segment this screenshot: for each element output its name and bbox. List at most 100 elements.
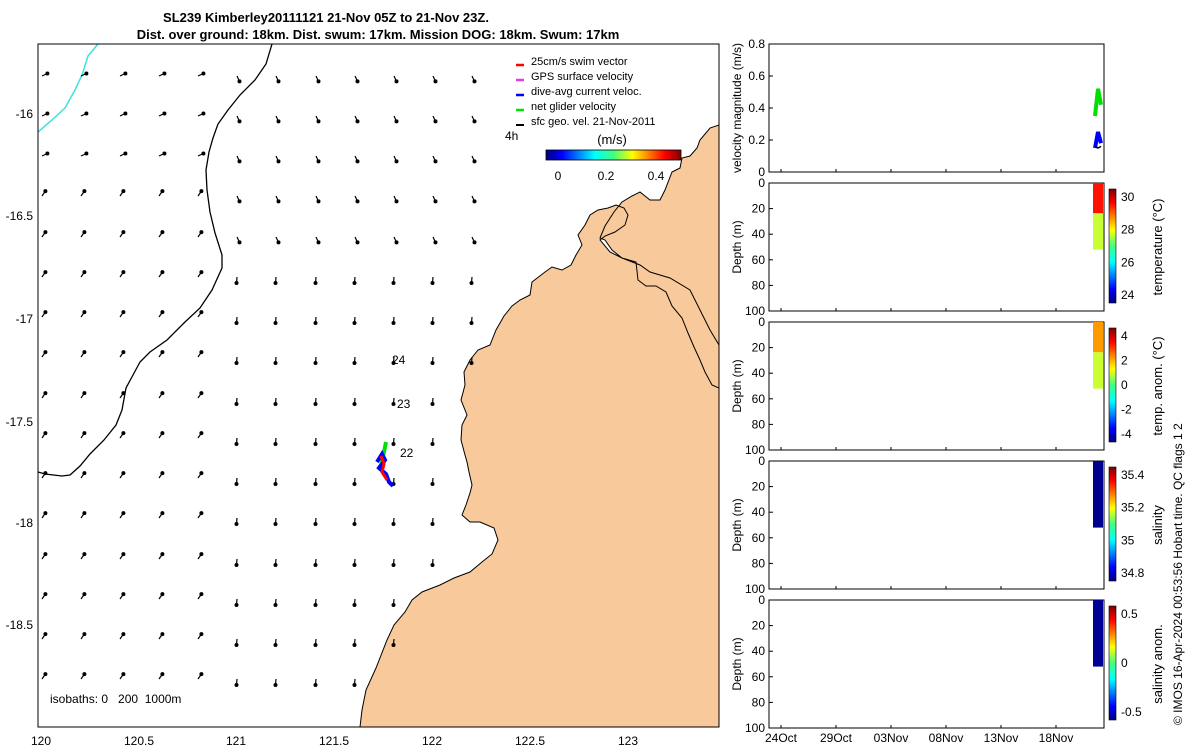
surface-velocity-arrowhead <box>82 632 87 637</box>
surface-velocity-arrowhead <box>352 602 357 607</box>
surface-velocity-arrowhead <box>273 442 278 447</box>
map-y-ticks: -16 -16.5 -17 -17.5 -18 -18.5 <box>6 107 34 632</box>
panel-y-tick: 20 <box>752 619 766 633</box>
surface-velocity-arrowhead <box>82 391 87 396</box>
surface-velocity-arrowhead <box>43 511 48 516</box>
surface-velocity-arrowhead <box>394 240 399 245</box>
panel-colorbar-tick: 30 <box>1121 190 1135 204</box>
panel-y-tick: 20 <box>752 202 766 216</box>
panel-y-label: Depth (m) <box>730 220 744 273</box>
panel-y-tick: 0 <box>758 315 765 329</box>
surface-velocity-arrowhead <box>316 240 321 245</box>
surface-velocity-arrowhead <box>355 79 360 84</box>
surface-velocity-arrowhead <box>472 240 477 245</box>
map-x-tick: 120 <box>31 734 51 748</box>
surface-velocity-arrowhead <box>433 159 438 164</box>
dive-avg-current-mark <box>375 449 395 488</box>
surface-velocity-arrowhead <box>237 119 242 124</box>
panel-y-tick: 0.6 <box>748 69 765 83</box>
surface-velocity-arrowhead <box>352 562 357 567</box>
surface-velocity-arrowhead <box>430 521 435 526</box>
surface-velocity-arrowhead <box>352 321 357 326</box>
panel-colorbar-label: temperature (°C) <box>1150 199 1165 296</box>
surface-velocity-arrowhead <box>313 361 318 366</box>
panel-colorbar-tick: -4 <box>1121 427 1132 441</box>
panel-y-label: Depth (m) <box>730 359 744 412</box>
heatmap-column-upper-0 <box>1093 183 1103 214</box>
surface-velocity-arrowhead <box>199 350 204 355</box>
surface-velocity-arrowhead <box>199 431 204 436</box>
panel-colorbar-tick: 28 <box>1121 223 1135 237</box>
surface-velocity-arrowhead <box>234 642 239 647</box>
surface-velocity-arrowhead <box>352 482 357 487</box>
surface-velocity-arrowhead <box>121 632 126 637</box>
map-y-tick: -18 <box>16 516 34 530</box>
legend-label-dive: dive-avg current veloc. <box>531 86 642 98</box>
surface-velocity-arrowhead <box>391 361 396 366</box>
legend-label-swim: 25cm/s swim vector <box>531 56 628 68</box>
surface-velocity-arrowhead <box>43 189 48 194</box>
surface-velocity-arrowhead <box>472 159 477 164</box>
panel-colorbar-label: salinity anom. <box>1150 624 1165 703</box>
surface-velocity-arrowhead <box>121 672 126 677</box>
surface-velocity-arrowhead <box>43 592 48 597</box>
surface-velocity-arrowhead <box>352 361 357 366</box>
surface-velocity-arrowhead <box>121 230 126 235</box>
surface-velocity-arrowhead <box>234 321 239 326</box>
surface-velocity-arrowhead <box>199 230 204 235</box>
map-y-tick: -17 <box>16 312 34 326</box>
surface-velocity-arrowhead <box>45 111 50 116</box>
surface-velocity-arrowhead <box>391 642 396 647</box>
surface-velocity-arrowhead <box>199 391 204 396</box>
surface-velocity-arrowhead <box>160 552 165 557</box>
surface-velocity-arrowhead <box>82 310 87 315</box>
surface-velocity-arrowhead <box>199 270 204 275</box>
surface-velocity-arrowhead <box>160 230 165 235</box>
surface-velocity-arrowhead <box>121 431 126 436</box>
panel-y-tick: 0.2 <box>748 133 765 147</box>
panel-y-tick: 0.4 <box>748 101 765 115</box>
colorbar-tick: 0.4 <box>648 169 665 183</box>
heatmap-column-lower-0 <box>1093 213 1103 250</box>
surface-velocity-arrowhead <box>234 402 239 407</box>
surface-velocity-arrowhead <box>273 562 278 567</box>
time-tick-label: 03Nov <box>874 731 909 745</box>
colorbar-tick: 0.2 <box>598 169 615 183</box>
panel-sal_anom: 0 20 40 60 80 100 Depth (m) 0.5 0 -0.5 salinity an… <box>730 593 1165 735</box>
surface-velocity-arrowhead <box>313 602 318 607</box>
surface-velocity-arrowhead <box>469 361 474 366</box>
surface-velocity-arrowhead <box>199 511 204 516</box>
surface-velocity-arrowhead <box>43 391 48 396</box>
surface-velocity-arrowhead <box>313 321 318 326</box>
surface-velocity-arrowhead <box>201 111 206 116</box>
surface-velocity-arrowhead <box>355 199 360 204</box>
panel-y-tick: 60 <box>752 392 766 406</box>
surface-velocity-arrowhead <box>43 431 48 436</box>
surface-velocity-arrowhead <box>121 189 126 194</box>
surface-velocity-arrowhead <box>394 159 399 164</box>
surface-velocity-arrows <box>41 71 477 687</box>
surface-velocity-arrowhead <box>316 119 321 124</box>
surface-velocity-arrowhead <box>313 281 318 286</box>
surface-velocity-arrowhead <box>160 310 165 315</box>
surface-velocity-arrowhead <box>391 402 396 407</box>
panel-y-tick: 100 <box>745 721 765 735</box>
surface-velocity-arrowhead <box>123 151 128 156</box>
panel-colorbar-tick: -0.5 <box>1121 705 1142 719</box>
surface-velocity-arrowhead <box>123 71 128 76</box>
surface-velocity-arrowhead <box>121 592 126 597</box>
panel-axes-box <box>768 599 1105 729</box>
legend-label-sfc: sfc geo. vel. 21-Nov-2011 <box>531 116 656 128</box>
heatmap-column-3 <box>1093 600 1103 667</box>
surface-velocity-arrowhead <box>430 442 435 447</box>
panel-colorbar-label: salinity <box>1150 505 1165 545</box>
surface-velocity-arrowhead <box>234 442 239 447</box>
legend-label-gps: GPS surface velocity <box>531 71 634 83</box>
panel-colorbar-tick: 35 <box>1121 533 1135 547</box>
map-x-tick: 122 <box>422 734 442 748</box>
surface-velocity-arrowhead <box>273 521 278 526</box>
heatmap-column-2 <box>1093 461 1103 528</box>
surface-velocity-arrowhead <box>84 151 89 156</box>
panel-colorbar <box>1108 327 1117 443</box>
panel-y-tick: 0 <box>758 454 765 468</box>
